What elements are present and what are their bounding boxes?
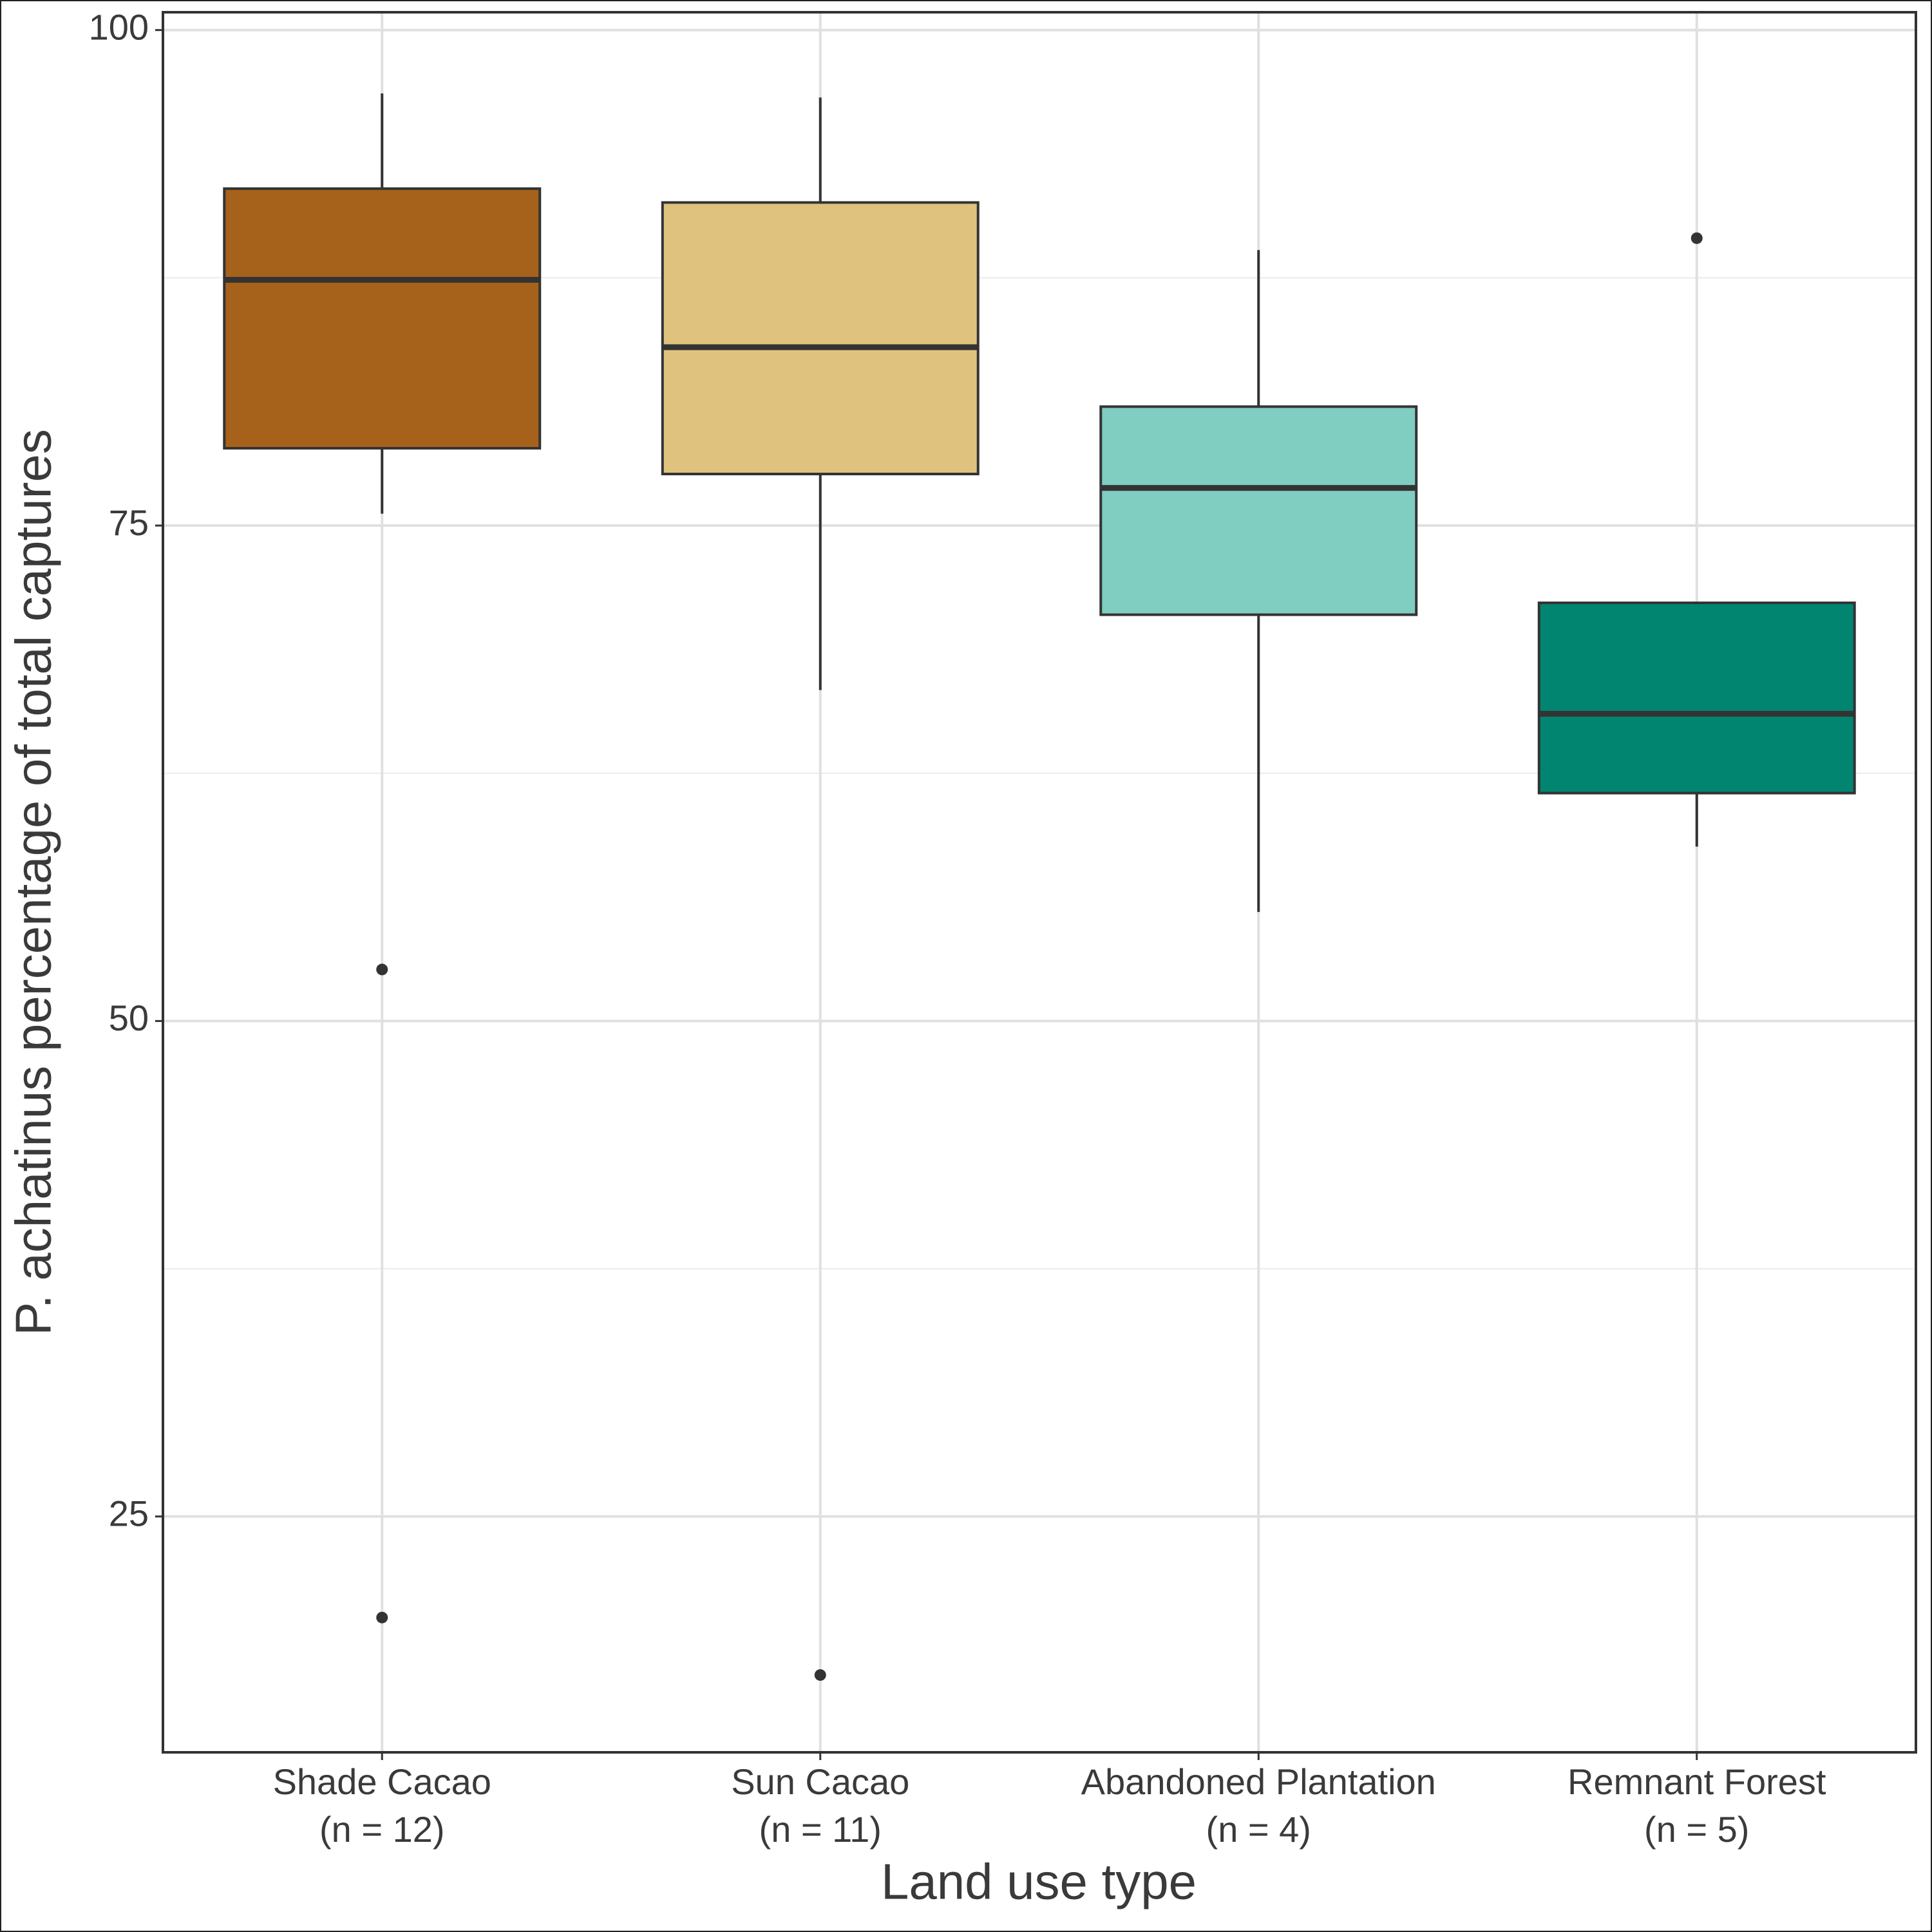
box — [1537, 601, 1856, 795]
outlier — [376, 963, 388, 976]
y-tick-label: 75 — [109, 502, 149, 543]
outlier — [814, 1669, 826, 1681]
y-axis-title: P. achatinus percentage of total capture… — [5, 429, 62, 1336]
y-tick-label: 25 — [109, 1493, 149, 1534]
y-tick-label: 100 — [89, 6, 149, 47]
x-tick-label: Shade Cacao — [273, 1761, 491, 1802]
x-tick-label: Sun Cacao — [731, 1761, 909, 1802]
x-tick-sublabel: (n = 11) — [759, 1809, 882, 1850]
x-tick-label: Remnant Forest — [1567, 1761, 1826, 1802]
x-axis-title: Land use type — [881, 1853, 1197, 1910]
outlier — [1690, 232, 1703, 244]
box — [223, 187, 542, 450]
box — [1099, 405, 1418, 616]
plot-border — [162, 11, 1917, 1754]
y-tick-label: 50 — [109, 998, 149, 1038]
x-tick-sublabel: (n = 12) — [319, 1809, 445, 1850]
x-tick-label: Abandoned Plantation — [1081, 1761, 1436, 1802]
outlier — [376, 1611, 388, 1624]
box — [661, 201, 980, 476]
x-tick-sublabel: (n = 4) — [1206, 1809, 1311, 1850]
x-tick-sublabel: (n = 5) — [1644, 1809, 1749, 1850]
